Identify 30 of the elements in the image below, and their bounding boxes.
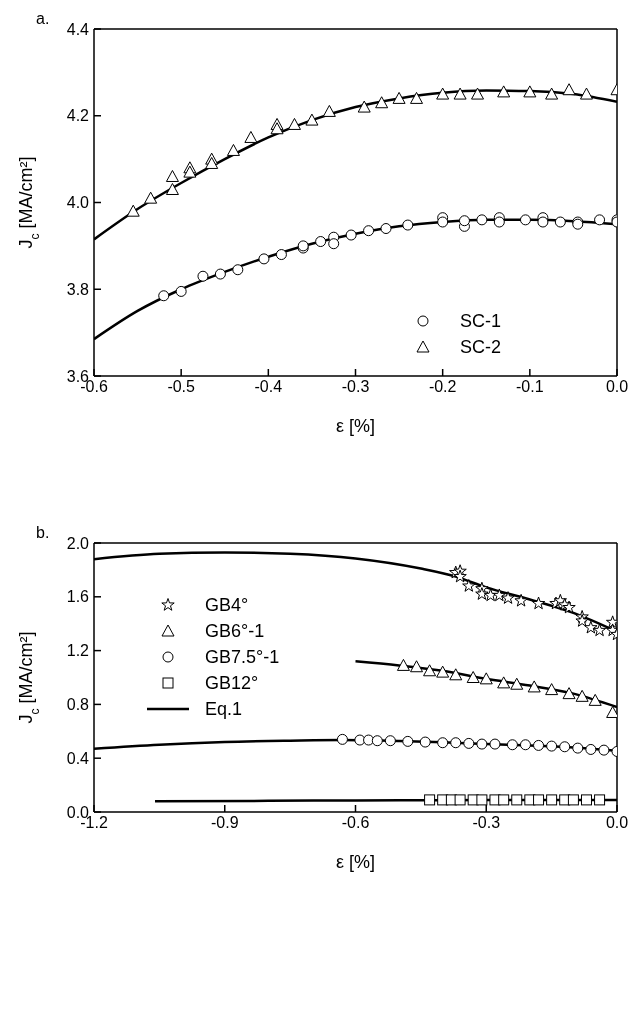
- y-tick-label: 2.0: [66, 534, 90, 552]
- y-tick-label: 3.8: [66, 280, 90, 298]
- y-tick-label: 4.4: [66, 20, 90, 38]
- legend-label: GB4°: [205, 594, 249, 616]
- legend-label: SC-1: [460, 310, 502, 332]
- legend-label: GB12°: [205, 672, 259, 694]
- x-tick-label: 0.0: [605, 814, 629, 832]
- legend-label: SC-2: [460, 336, 502, 358]
- text: b.: [36, 524, 50, 542]
- x-tick-label: -0.6: [341, 814, 370, 832]
- y-tick-label: 4.2: [66, 107, 90, 125]
- x-tick-label: -0.1: [516, 378, 544, 396]
- x-tick-label: -0.9: [210, 814, 239, 832]
- y-tick-label: 0.4: [66, 749, 90, 767]
- x-axis-title: ε [%]: [335, 852, 376, 872]
- x-tick-label: -0.3: [472, 814, 501, 832]
- legend-label: GB6°-1: [205, 620, 265, 642]
- x-axis-title: ε [%]: [335, 416, 376, 436]
- legend-label: GB7.5°-1: [205, 646, 280, 668]
- y-tick-label: 0.8: [66, 696, 90, 714]
- x-tick-label: -0.3: [341, 378, 370, 396]
- text: a.: [36, 10, 50, 28]
- legend-label: Eq.1: [205, 698, 243, 720]
- y-tick-label: 4.0: [66, 194, 90, 212]
- x-tick-label: -0.5: [167, 378, 196, 396]
- y-tick-label: 1.6: [66, 588, 90, 606]
- x-tick-label: -0.4: [254, 378, 283, 396]
- x-tick-label: -0.2: [428, 378, 457, 396]
- y-tick-label: 1.2: [66, 642, 90, 660]
- x-tick-label: 0.0: [605, 378, 629, 396]
